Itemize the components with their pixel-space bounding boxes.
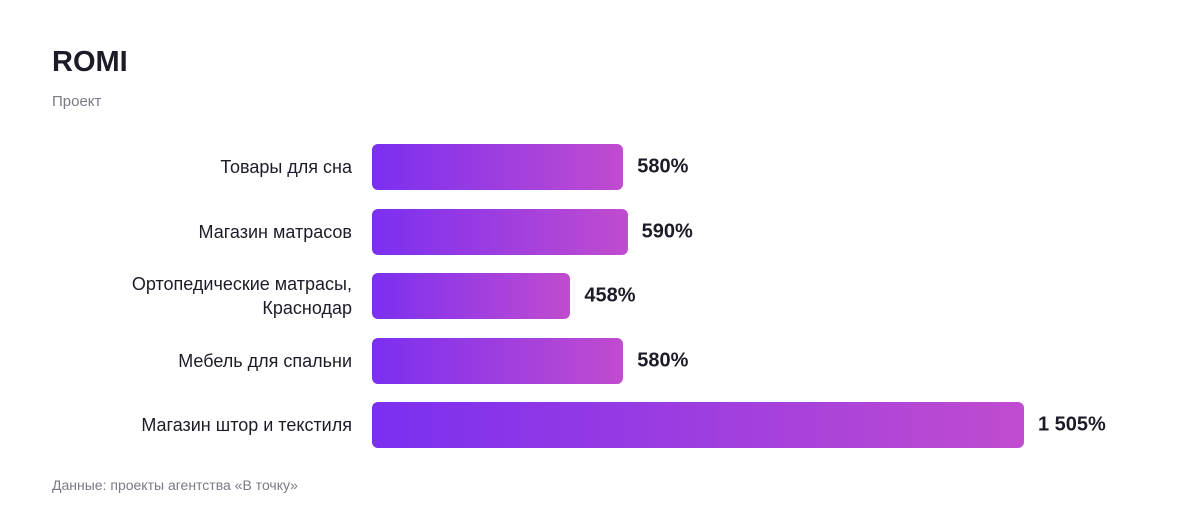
category-label: Мебель для спальни <box>178 350 352 371</box>
value-label: 458% <box>584 284 636 307</box>
value-label: 580% <box>637 349 689 371</box>
value-label: 590% <box>641 220 693 242</box>
bar <box>372 337 624 384</box>
bar <box>372 273 571 319</box>
footnote: Данные: проекты агентства «В точку» <box>52 477 298 493</box>
value-label: 580% <box>637 155 689 178</box>
value-label: 1 505% <box>1038 413 1106 436</box>
category-label: Товары для сна <box>220 157 352 177</box>
bar <box>372 208 628 255</box>
category-label: Магазин матрасов <box>198 221 352 242</box>
chart-title: ROMI <box>52 46 128 78</box>
bar <box>372 402 1024 448</box>
bar <box>372 144 624 190</box>
category-label: Магазин штор и текстиля <box>141 415 352 435</box>
chart-subtitle: Проект <box>52 93 102 110</box>
category-label: Ортопедические матрасы, Краснодар <box>131 274 352 318</box>
